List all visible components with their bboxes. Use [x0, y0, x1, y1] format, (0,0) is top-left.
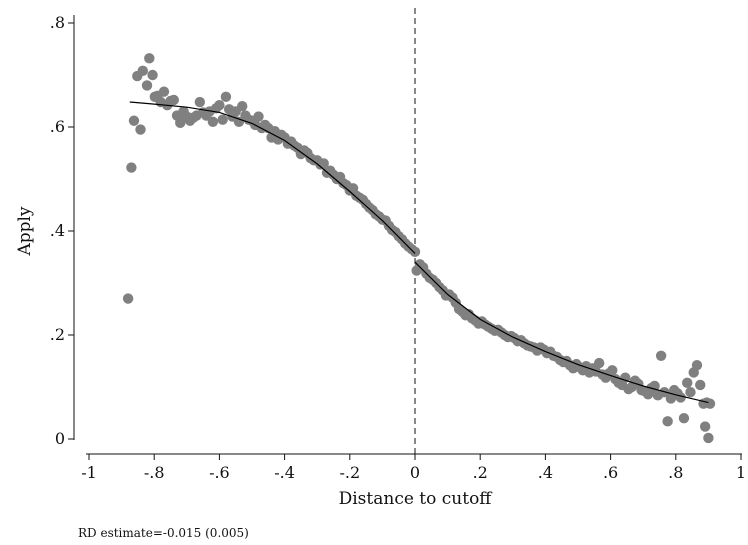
x-axis-title: Distance to cutoff [339, 489, 494, 509]
fit-line-left [129, 101, 416, 254]
scatter-point-23 [194, 96, 206, 108]
scatter-point-6 [141, 80, 153, 91]
scatter-point-150 [607, 365, 618, 376]
scatter-point-61 [318, 158, 329, 169]
scatter-point-146 [593, 357, 605, 369]
x-tick-label--.2: -.2 [339, 463, 360, 482]
y-tick-label-.2: .2 [50, 325, 65, 344]
x-tick-label--.8: -.8 [144, 463, 165, 482]
scatter-point-165 [655, 350, 667, 361]
scatter-point-7 [144, 53, 155, 64]
scatter-point-30 [217, 114, 228, 125]
x-tick-label-0: 0 [410, 463, 420, 482]
y-tick-label-.4: .4 [50, 221, 65, 240]
fit-lines [129, 101, 709, 404]
scatter-point-174 [685, 387, 696, 398]
scatter-point-36 [237, 101, 248, 112]
x-tick-label--.4: -.4 [274, 463, 295, 482]
scatter-point-12 [158, 86, 170, 97]
scatter-point-8 [147, 69, 158, 81]
y-tick-label-0: 0 [55, 429, 65, 448]
y-tick-label-.8: .8 [50, 13, 65, 32]
x-tick-label-1: 1 [736, 463, 746, 482]
chart-axes [68, 15, 742, 460]
y-axis-title: Apply [15, 206, 35, 256]
x-tick-label-.6: .6 [603, 463, 618, 482]
x-tick-label-.4: .4 [538, 463, 553, 482]
scatter-point-5 [137, 65, 148, 77]
scatter-point-15 [168, 94, 179, 106]
scatter-point-177 [695, 379, 706, 391]
scatter-point-31 [220, 91, 232, 103]
x-tick-label--1: -1 [81, 463, 97, 482]
axis-labels: 0 .2 .4 .6 .8 -1 -.8 -.6 -.4 -.2 0 .2 .4 .6 .8 1 Distanc… [15, 13, 746, 509]
scatter-point-182 [704, 398, 716, 409]
x-tick-label-.2: .2 [473, 463, 488, 482]
fit-line-right [414, 261, 709, 404]
scatter-point-27 [207, 116, 219, 128]
x-tick-label--.6: -.6 [209, 463, 230, 482]
x-tick-label-.8: .8 [668, 463, 683, 482]
scatter-point-154 [620, 372, 631, 383]
rd-estimate-note: RD estimate=-0.015 (0.005) [78, 526, 249, 540]
scatter-point-41 [253, 111, 264, 122]
scatter-point-176 [691, 359, 703, 371]
y-tick-label-.6: .6 [50, 117, 65, 136]
scatter-point-89 [409, 246, 421, 257]
scatter-point-4 [135, 124, 146, 135]
scatter-point-179 [699, 421, 711, 432]
scatter-point-167 [662, 416, 673, 427]
scatter-point-181 [703, 432, 714, 444]
scatter-point-2 [128, 115, 140, 126]
scatter-point-17 [175, 117, 186, 129]
scatter-point-29 [214, 99, 225, 111]
scatter-point-0 [122, 293, 134, 304]
scatter-point-172 [678, 413, 690, 424]
scatter-point-173 [682, 377, 693, 389]
scatter-point-1 [126, 162, 137, 173]
scatter-point-35 [233, 116, 245, 128]
